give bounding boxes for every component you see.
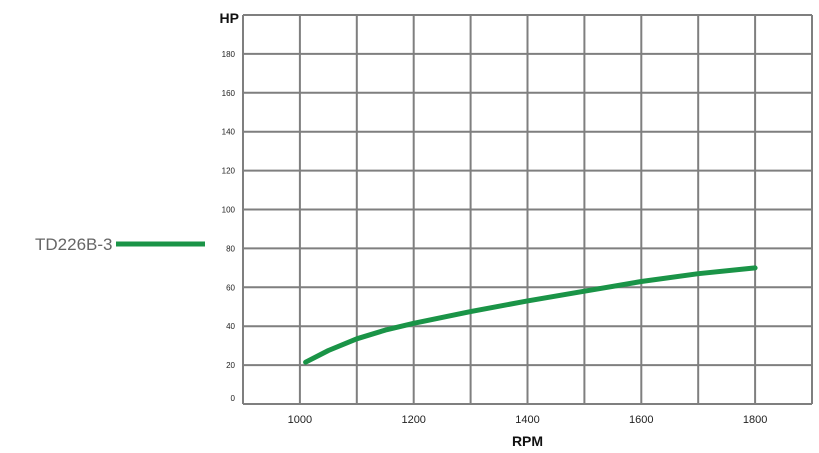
y-axis-label: HP [220,10,239,26]
y-tick-label: 140 [222,128,236,137]
y-tick-label: 60 [226,283,235,292]
y-tick-label: 180 [222,50,236,59]
legend: TD226B-3 [35,235,205,254]
y-tick-label: 100 [222,206,236,215]
x-tick-label: 1200 [401,414,425,426]
x-tick-label: 1400 [515,414,539,426]
x-axis-label: RPM [512,433,543,449]
x-tick-label: 1000 [288,414,312,426]
y-tick-label: 80 [226,244,235,253]
y-tick-label: 20 [226,361,235,370]
y-tick-label: 120 [222,167,236,176]
y-axis-ticks: 0 20 40 60 80 100 120 140 160 180 [222,50,236,403]
x-tick-label: 1800 [743,414,767,426]
y-tick-label: 0 [231,394,236,403]
grid [242,14,813,405]
x-tick-label: 1600 [629,414,653,426]
x-axis-ticks: 1000 1200 1400 1600 1800 [288,414,768,426]
y-tick-label: 40 [226,322,235,331]
series-group [303,265,758,365]
y-tick-label: 160 [222,89,236,98]
series-line [303,265,758,365]
legend-label: TD226B-3 [35,235,112,254]
